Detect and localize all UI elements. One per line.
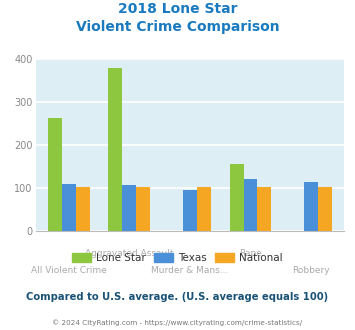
Bar [76,187,90,231]
Text: © 2024 CityRating.com - https://www.cityrating.com/crime-statistics/: © 2024 CityRating.com - https://www.city… [53,319,302,326]
Bar [318,187,332,231]
Bar [183,190,197,231]
Bar [304,182,318,231]
Text: Robbery: Robbery [292,266,330,275]
Legend: Lone Star, Texas, National: Lone Star, Texas, National [68,248,287,267]
Text: Murder & Mans...: Murder & Mans... [151,266,229,275]
Bar [62,184,76,231]
Bar [109,68,122,231]
Text: Compared to U.S. average. (U.S. average equals 100): Compared to U.S. average. (U.S. average … [26,292,329,302]
Text: Aggravated Assault: Aggravated Assault [85,249,174,258]
Text: All Violent Crime: All Violent Crime [31,266,107,275]
Bar [230,164,244,231]
Bar [136,187,150,231]
Text: Violent Crime Comparison: Violent Crime Comparison [76,20,279,34]
Bar [244,179,257,231]
Bar [257,187,271,231]
Text: Rape: Rape [239,249,262,258]
Bar [48,118,62,231]
Bar [197,187,211,231]
Bar [122,185,136,231]
Text: 2018 Lone Star: 2018 Lone Star [118,2,237,16]
